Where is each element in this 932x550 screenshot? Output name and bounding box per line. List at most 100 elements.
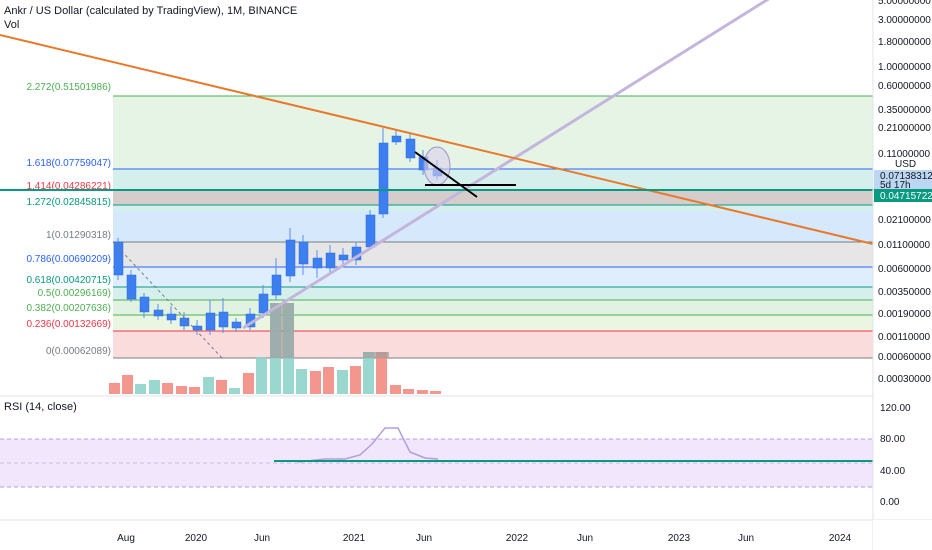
volume-bar: [109, 383, 120, 394]
rsi-tick-label: 120.00: [880, 403, 911, 414]
volume-bar: [243, 373, 254, 394]
price-axis-bg[interactable]: [873, 0, 932, 520]
volume-bar: [376, 352, 387, 394]
rsi-line[interactable]: [297, 427, 439, 463]
candle-body: [391, 135, 402, 143]
candle-body: [365, 214, 376, 248]
volume-bar: [430, 391, 441, 394]
time-tick-label: 2021: [343, 533, 366, 544]
volume-bar: [337, 370, 348, 394]
price-tick-label: 1.00000000: [878, 62, 931, 73]
time-tick-label: Jun: [738, 533, 754, 544]
candle-body: [126, 274, 137, 300]
current-price-tag[interactable]: 0.07138312 5d 17h: [874, 170, 932, 191]
fib-label: 0.786(0.00690209): [26, 254, 111, 265]
volume-bar: [135, 384, 146, 394]
volume-bar: [162, 383, 173, 394]
rsi-axis[interactable]: 120.00 80.00 40.00 0.00: [880, 403, 911, 508]
price-tick-label: 0.21000000: [878, 123, 931, 134]
time-tick-label: Jun: [416, 533, 432, 544]
volume-bars: [109, 303, 441, 394]
svg-text:0.04715722: 0.04715722: [880, 191, 932, 202]
candle-body: [192, 325, 203, 331]
volume-bar: [122, 375, 133, 394]
time-axis[interactable]: Aug 2020 Jun 2021 Jun 2022 Jun 2023 Jun 2024: [117, 533, 851, 544]
price-tick-label: 0.35000000: [878, 105, 931, 116]
candle-body: [153, 309, 164, 317]
candle-body: [258, 293, 269, 314]
svg-text:5d 17h: 5d 17h: [880, 180, 911, 191]
fib-anchor-line[interactable]: [112, 241, 223, 359]
candle-body: [166, 313, 177, 321]
price-tick-label: 0.00110000: [878, 332, 931, 343]
volume-bar: [350, 366, 361, 394]
volume-overlay: [363, 352, 389, 358]
candlesticks: [113, 128, 443, 335]
line-price-tag[interactable]: 0.04715722: [874, 189, 932, 202]
time-tick-label: 2023: [668, 533, 691, 544]
time-tick-label: 2024: [829, 533, 852, 544]
currency-label: USD: [895, 159, 916, 170]
volume-bar: [149, 380, 160, 394]
candle-body: [378, 142, 389, 215]
candle-body: [271, 274, 282, 296]
price-tick-label: 1.80000000: [878, 37, 931, 48]
time-tick-label: Aug: [117, 533, 135, 544]
price-tick-label: 0.00600000: [878, 264, 931, 275]
fib-label: 0(0.00062089): [46, 346, 111, 357]
price-tick-label: 0.01100000: [878, 240, 931, 251]
symbol-title[interactable]: Ankr / US Dollar (calculated by TradingV…: [4, 5, 298, 17]
candle-body: [285, 239, 296, 277]
volume-bar: [403, 389, 414, 394]
volume-bar: [229, 388, 240, 394]
rsi-tick-label: 0.00: [880, 497, 900, 508]
fib-label: 1(0.01290318): [46, 230, 111, 241]
volume-bar: [256, 357, 267, 394]
fib-label: 0.236(0.00132669): [26, 319, 111, 330]
volume-overlay: [270, 303, 294, 358]
time-tick-label: 2020: [185, 533, 208, 544]
fib-labels: 2.272(0.51501986) 1.618(0.07759047) 1.414(…: [26, 82, 111, 357]
volume-bar: [363, 352, 374, 394]
price-tick-label: 0.00350000: [878, 287, 931, 298]
black-arrow-line[interactable]: [414, 151, 478, 198]
time-tick-label: 2022: [506, 533, 529, 544]
fib-label: 0.382(0.00207636): [26, 303, 111, 314]
volume-bar: [176, 386, 187, 394]
volume-bar: [203, 377, 214, 394]
candle-body: [405, 138, 416, 159]
price-tick-label: 0.60000000: [878, 81, 931, 92]
candle-body: [113, 241, 124, 276]
fib-label: 2.272(0.51501986): [26, 82, 111, 93]
volume-bar: [417, 390, 428, 394]
rsi-tick-label: 80.00: [880, 434, 905, 445]
rsi-label[interactable]: RSI (14, close): [4, 401, 77, 413]
candle-body: [312, 257, 323, 269]
highlight-ellipse[interactable]: [423, 146, 451, 186]
svg-text:0.07138312: 0.07138312: [880, 171, 932, 182]
fib-label: 0.5(0.00296169): [38, 288, 111, 299]
fib-label: 1.414(0.04286221): [26, 181, 111, 192]
volume-bar: [310, 371, 321, 394]
candle-body: [338, 254, 349, 261]
price-tick-label: 0.00190000: [878, 309, 931, 320]
candle-body: [325, 252, 336, 269]
volume-bar: [216, 380, 227, 394]
price-axis[interactable]: 5.00000000 3.00000000 1.80000000 1.00000000…: [878, 0, 931, 385]
purple-trendline[interactable]: [242, 0, 770, 330]
candle-body: [139, 296, 150, 313]
orange-trendline[interactable]: [0, 34, 874, 245]
volume-label[interactable]: Vol: [4, 19, 20, 31]
fib-zones: [113, 96, 873, 358]
candle-body: [218, 311, 229, 328]
fib-label: 1.618(0.07759047): [26, 158, 111, 169]
volume-bar: [390, 385, 401, 394]
fib-label: 1.272(0.02845815): [26, 197, 111, 208]
time-tick-label: Jun: [254, 533, 270, 544]
axis-corner: [873, 520, 932, 550]
price-tick-label: 5.00000000: [878, 0, 931, 7]
fib-label: 0.618(0.00420715): [26, 275, 111, 286]
candle-body: [205, 312, 216, 331]
candle-body: [231, 321, 242, 329]
